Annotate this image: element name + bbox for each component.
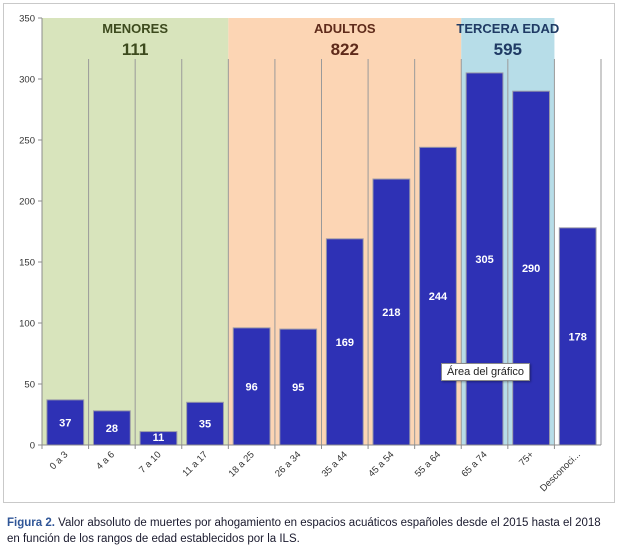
y-tick-label: 300 <box>19 75 35 86</box>
x-tick-label: 26 a 34 <box>273 449 303 479</box>
group-total: 822 <box>331 40 359 59</box>
y-tick-label: 250 <box>19 136 35 147</box>
bar-value-label: 290 <box>522 263 540 275</box>
x-tick-label: Desconoci... <box>538 449 583 494</box>
group-total: 111 <box>122 40 149 59</box>
bar-value-label: 244 <box>429 291 448 303</box>
y-tick-label: 50 <box>24 380 35 391</box>
bar <box>46 399 85 446</box>
x-tick-label: 4 a 6 <box>94 449 117 472</box>
x-tick-label: 7 a 10 <box>137 449 163 475</box>
bar-value-label: 218 <box>382 307 400 319</box>
bar <box>325 238 364 446</box>
bar <box>465 72 504 446</box>
group-total: 595 <box>494 40 522 59</box>
x-tick-label: 35 a 44 <box>320 449 350 479</box>
bar-value-label: 11 <box>153 432 165 444</box>
bar-value-label: 169 <box>336 337 354 349</box>
x-tick-label: 55 a 64 <box>413 449 443 479</box>
bar-value-label: 35 <box>199 419 211 431</box>
y-tick-label: 200 <box>19 197 35 208</box>
caption-text: Valor absoluto de muertes por ahogamient… <box>7 517 601 545</box>
bar <box>92 410 131 446</box>
bar <box>512 90 551 446</box>
x-tick-label: 75+ <box>517 449 536 468</box>
bar-value-label: 95 <box>292 382 304 394</box>
y-tick-label: 0 <box>30 441 35 452</box>
bar-chart: MENORES 111 ADULTOS 822 TERCERA EDAD 595 0 50 10… <box>19 14 602 494</box>
bar <box>419 146 457 446</box>
x-tick-label: 65 a 74 <box>459 449 489 479</box>
bar-value-label: 305 <box>475 254 493 266</box>
x-tick-label: 11 a 17 <box>180 449 210 479</box>
group-label: MENORES <box>102 21 168 36</box>
bar <box>232 327 271 446</box>
x-tick-label: 18 a 25 <box>227 449 257 479</box>
bar-value-label: 96 <box>246 381 258 393</box>
y-tick-label: 100 <box>19 319 35 330</box>
bar-value-label: 178 <box>569 331 587 343</box>
figure-caption: Figura 2. Valor absoluto de muertes por … <box>7 515 612 547</box>
x-tick-label: 0 a 3 <box>48 449 71 472</box>
bar <box>558 227 597 446</box>
group-label: ADULTOS <box>314 21 376 36</box>
group-label: TERCERA EDAD <box>456 21 559 36</box>
caption-lead: Figura 2. <box>7 517 55 529</box>
bar-value-label: 37 <box>59 417 71 429</box>
y-tick-label: 150 <box>19 258 35 269</box>
bar <box>279 328 318 446</box>
y-tick-label: 350 <box>19 14 35 25</box>
x-tick-label: 45 a 54 <box>366 449 396 479</box>
chart-area-tooltip: Área del gráfico <box>441 363 531 381</box>
chart-area[interactable]: MENORES 111 ADULTOS 822 TERCERA EDAD 595 0 50 10… <box>3 3 615 503</box>
bar-value-label: 28 <box>106 423 118 435</box>
